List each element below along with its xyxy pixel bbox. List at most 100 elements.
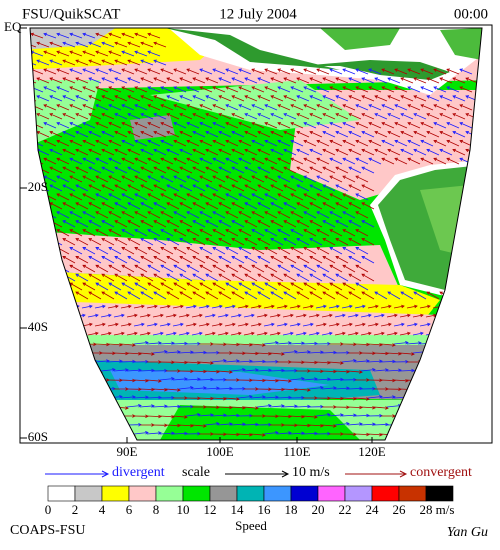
wind-arrow — [62, 113, 76, 120]
wind-arrow — [134, 247, 148, 255]
wind-arrow — [108, 139, 122, 147]
wind-arrow — [277, 157, 291, 165]
wind-arrow — [328, 361, 344, 365]
wind-arrow — [329, 193, 343, 201]
wind-arrow — [140, 273, 154, 282]
wind-arrow — [94, 304, 106, 309]
wind-arrow — [179, 130, 193, 138]
wind-arrow — [160, 175, 174, 183]
wind-arrow — [30, 360, 45, 365]
wind-arrow — [108, 282, 122, 291]
wind-arrow — [81, 358, 97, 363]
wind-arrow — [446, 68, 460, 75]
wind-arrow — [321, 331, 333, 336]
wind-arrow — [367, 432, 383, 437]
wind-arrow — [348, 291, 362, 300]
wind-arrow — [342, 157, 356, 165]
wind-arrow — [329, 264, 343, 273]
wind-arrow — [108, 32, 122, 39]
wind-arrow — [361, 77, 375, 84]
wind-arrow — [277, 86, 291, 93]
wind-arrow — [61, 331, 73, 336]
wind-arrow — [134, 139, 148, 147]
wind-arrow — [95, 104, 109, 111]
wind-arrow — [139, 368, 155, 373]
wind-arrow — [121, 175, 135, 183]
wind-arrow — [88, 255, 102, 264]
colorbar-cell — [425, 485, 454, 502]
wind-arrow — [146, 379, 162, 383]
wind-arrow — [179, 184, 193, 192]
wind-arrow — [387, 95, 401, 102]
wind-arrow — [101, 238, 115, 246]
wind-arrow — [316, 211, 330, 219]
wind-arrow — [186, 104, 200, 111]
wind-arrow — [425, 388, 441, 392]
wind-arrow — [146, 431, 162, 435]
wind-arrow — [114, 95, 128, 102]
wind-arrow — [420, 104, 434, 111]
wind-arrow — [48, 369, 64, 374]
wind-arrow — [100, 331, 112, 336]
wind-arrow — [43, 396, 58, 400]
wind-arrow — [322, 148, 336, 156]
colorbar-cell — [236, 485, 265, 502]
wind-arrow — [172, 431, 188, 436]
wind-arrow — [426, 130, 440, 138]
wind-arrow — [56, 50, 70, 57]
wind-arrow — [322, 273, 336, 282]
wind-arrow — [114, 255, 128, 264]
wind-arrow — [256, 351, 272, 356]
wind-arrow — [69, 86, 83, 93]
wind-arrow — [264, 157, 278, 165]
wind-arrow — [296, 148, 310, 156]
wind-arrow — [244, 166, 258, 174]
wind-arrow — [159, 414, 175, 419]
wind-arrow — [289, 431, 305, 436]
wind-arrow — [114, 148, 128, 156]
wind-arrow — [282, 404, 298, 409]
wind-arrow — [218, 273, 232, 282]
wind-arrow — [30, 273, 37, 282]
wind-arrow — [199, 175, 213, 183]
wind-arrow — [88, 41, 102, 48]
wind-arrow — [425, 423, 441, 428]
wind-arrow — [367, 304, 379, 309]
colorbar-tick-label: 18 — [285, 502, 298, 517]
wind-arrow — [394, 68, 408, 75]
wind-arrow — [225, 139, 239, 147]
wind-arrow — [355, 211, 369, 219]
wind-arrow — [218, 130, 232, 138]
wind-arrow — [30, 113, 37, 120]
wind-arrow — [192, 113, 206, 120]
wind-arrow — [147, 50, 161, 57]
wind-arrow — [205, 77, 219, 84]
wind-arrow — [244, 184, 258, 192]
wind-arrow — [159, 322, 171, 327]
wind-arrow — [407, 86, 421, 93]
wind-arrow — [147, 68, 161, 75]
wind-arrow — [231, 273, 245, 282]
wind-arrow — [108, 175, 122, 183]
wind-arrow — [290, 264, 304, 273]
wind-arrow — [94, 397, 110, 401]
wind-arrow — [173, 247, 187, 255]
wind-arrow — [277, 247, 291, 255]
wind-arrow — [264, 282, 278, 291]
wind-arrow — [276, 431, 292, 435]
wind-arrow — [212, 68, 226, 75]
wind-arrow — [270, 166, 284, 174]
wind-arrow — [36, 273, 50, 282]
wind-arrow — [459, 122, 473, 129]
wind-arrow — [224, 413, 240, 418]
land — [300, 60, 450, 80]
wind-arrow — [88, 148, 102, 156]
wind-arrow — [465, 291, 479, 300]
wind-arrow — [88, 166, 102, 174]
wind-arrow — [231, 95, 245, 102]
wind-arrow — [406, 414, 422, 419]
wind-arrow — [257, 95, 271, 102]
wind-arrow — [211, 358, 227, 363]
wind-arrow — [342, 264, 356, 273]
wind-arrow — [439, 148, 453, 156]
